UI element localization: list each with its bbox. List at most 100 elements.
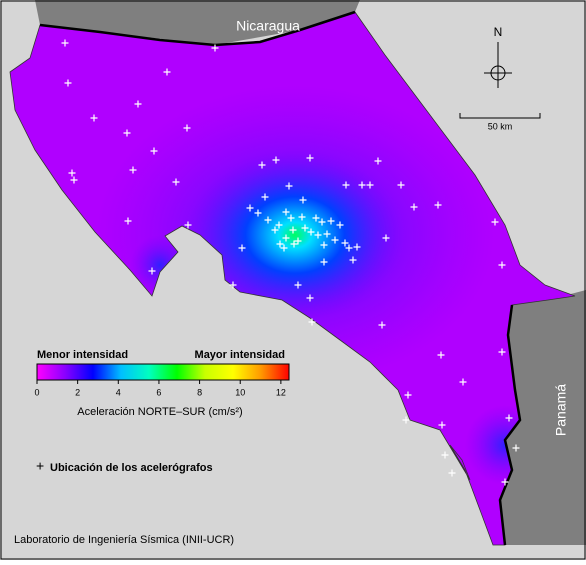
station-marker bbox=[282, 208, 290, 216]
scale-bar bbox=[459, 113, 541, 119]
station-marker bbox=[327, 217, 335, 225]
station-marker bbox=[331, 236, 339, 244]
colorbar-low: Menor intensidad bbox=[37, 349, 128, 361]
colorbar-rect bbox=[36, 363, 290, 381]
station-marker bbox=[211, 44, 219, 52]
station-marker bbox=[150, 147, 158, 155]
station-marker bbox=[282, 234, 290, 242]
station-marker bbox=[320, 241, 328, 249]
station-marker bbox=[287, 214, 295, 222]
colorbar-tick-label: 6 bbox=[156, 387, 161, 397]
colorbar-tick-label: 10 bbox=[235, 387, 245, 397]
compass bbox=[484, 42, 512, 88]
station-marker bbox=[437, 351, 445, 359]
station-marker bbox=[124, 217, 132, 225]
colorbar-tick-label: 2 bbox=[75, 387, 80, 397]
station-marker bbox=[342, 181, 350, 189]
station-marker bbox=[134, 100, 142, 108]
station-marker bbox=[448, 469, 456, 477]
station-marker bbox=[441, 451, 449, 459]
compass-label: N bbox=[494, 25, 503, 39]
station-marker bbox=[238, 244, 246, 252]
caribbean bbox=[355, 0, 586, 300]
station-marker bbox=[501, 478, 509, 486]
colorbar-tick-label: 8 bbox=[197, 387, 202, 397]
station-marker bbox=[184, 221, 192, 229]
station-marker bbox=[299, 196, 307, 204]
station-marker bbox=[308, 318, 316, 326]
stations bbox=[61, 39, 520, 486]
station-marker bbox=[276, 240, 284, 248]
station-marker bbox=[229, 281, 237, 289]
station-marker bbox=[336, 221, 344, 229]
colorbar-tick-label: 0 bbox=[34, 387, 39, 397]
station-marker bbox=[163, 68, 171, 76]
station-marker bbox=[90, 114, 98, 122]
station-marker bbox=[378, 321, 386, 329]
station-marker bbox=[314, 231, 322, 239]
colorbar-high: Mayor intensidad bbox=[195, 349, 285, 361]
station-marker bbox=[306, 154, 314, 162]
station-marker bbox=[258, 161, 266, 169]
station-marker bbox=[172, 178, 180, 186]
station-marker bbox=[294, 281, 302, 289]
colorbar: 0 2 4 6 8 10 12 bbox=[34, 363, 290, 397]
station-marker bbox=[404, 391, 412, 399]
station-marker bbox=[123, 129, 131, 137]
station-marker bbox=[438, 421, 446, 429]
station-marker bbox=[254, 209, 262, 217]
legend-symbol: + bbox=[36, 458, 44, 474]
station-marker bbox=[345, 244, 353, 252]
station-marker bbox=[129, 166, 137, 174]
station-marker bbox=[498, 261, 506, 269]
station-marker bbox=[61, 39, 69, 47]
credit: Laboratorio de Ingeniería Sísmica (INII-… bbox=[14, 534, 234, 546]
station-marker bbox=[366, 181, 374, 189]
station-marker bbox=[374, 157, 382, 165]
colorbar-title: Aceleración NORTE–SUR (cm/s²) bbox=[77, 406, 242, 418]
station-marker bbox=[397, 181, 405, 189]
station-marker bbox=[64, 79, 72, 87]
station-marker bbox=[312, 214, 320, 222]
station-marker bbox=[70, 176, 78, 184]
colorbar-tick-label: 12 bbox=[276, 387, 286, 397]
station-marker bbox=[512, 444, 520, 452]
colorbar-tick-label: 4 bbox=[116, 387, 121, 397]
station-marker bbox=[246, 204, 254, 212]
station-marker bbox=[323, 230, 331, 238]
station-marker bbox=[183, 124, 191, 132]
station-marker bbox=[294, 237, 302, 245]
station-marker bbox=[280, 244, 288, 252]
scale-label: 50 km bbox=[488, 121, 513, 131]
station-marker bbox=[289, 226, 297, 234]
country-label: Nicaragua bbox=[236, 18, 300, 34]
station-marker bbox=[148, 267, 156, 275]
panama-land bbox=[500, 290, 586, 545]
station-marker bbox=[264, 216, 272, 224]
station-marker bbox=[491, 218, 499, 226]
station-marker bbox=[290, 240, 298, 248]
station-marker bbox=[307, 228, 315, 236]
station-marker bbox=[318, 218, 326, 226]
station-marker bbox=[353, 243, 361, 251]
station-marker bbox=[306, 294, 314, 302]
station-marker bbox=[320, 258, 328, 266]
station-marker bbox=[410, 203, 418, 211]
station-marker bbox=[434, 201, 442, 209]
station-marker bbox=[298, 213, 306, 221]
station-marker bbox=[68, 169, 76, 177]
station-marker bbox=[459, 378, 467, 386]
station-marker bbox=[498, 348, 506, 356]
station-marker bbox=[301, 224, 309, 232]
station-marker bbox=[272, 156, 280, 164]
legend-label: Ubicación de los acelerógrafos bbox=[50, 462, 213, 474]
nicaragua-land bbox=[0, 0, 586, 45]
station-marker bbox=[261, 193, 269, 201]
station-marker bbox=[271, 226, 279, 234]
station-marker bbox=[285, 182, 293, 190]
station-marker bbox=[358, 181, 366, 189]
station-marker bbox=[275, 221, 283, 229]
station-marker bbox=[402, 416, 410, 424]
